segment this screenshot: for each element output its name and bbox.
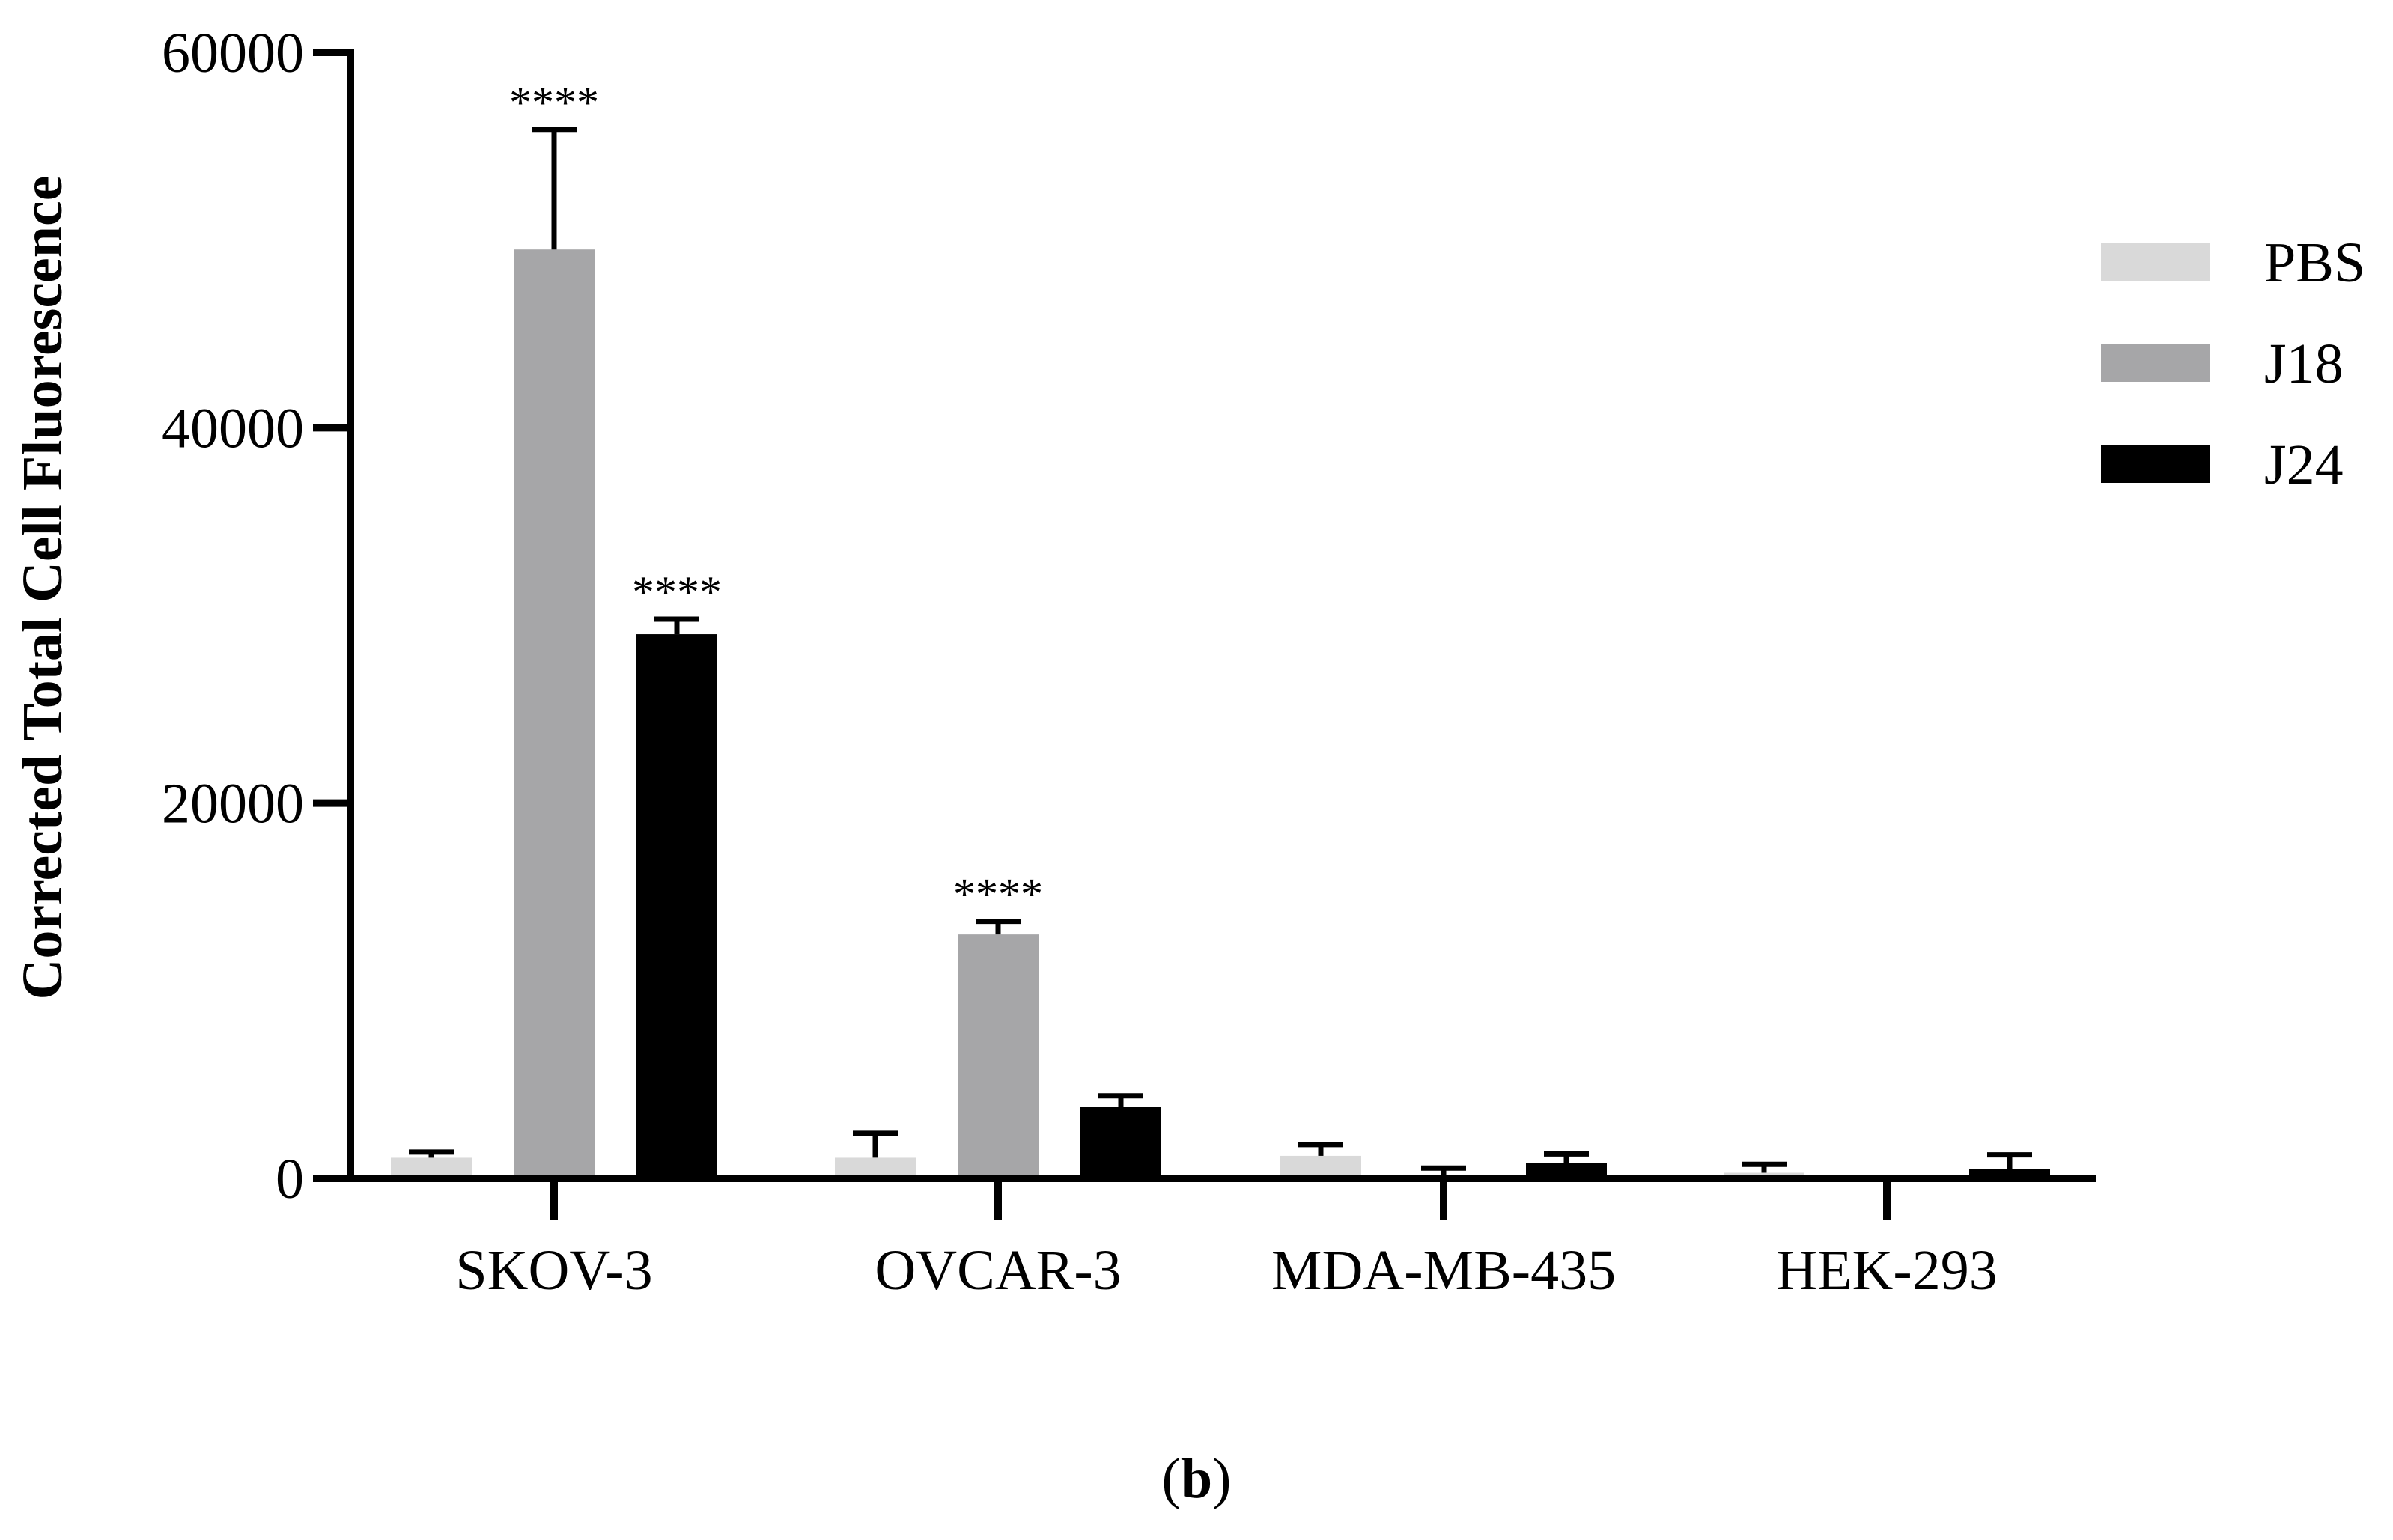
y-tick-label: 40000 xyxy=(162,397,304,460)
legend-swatch-pbs xyxy=(2101,243,2210,281)
legend-swatch-j18 xyxy=(2101,344,2210,382)
significance-marker: **** xyxy=(632,567,722,617)
y-ticks: 0 20000 40000 60000 xyxy=(162,22,350,1211)
legend-label-pbs: PBS xyxy=(2264,231,2365,294)
significance-layer: **** **** **** xyxy=(509,78,1043,919)
x-tick-label: MDA-MB-435 xyxy=(1271,1239,1616,1302)
legend: PBS J18 J24 xyxy=(2101,231,2365,496)
y-axis-label: Corrected Total Cell Fluorescence xyxy=(11,175,74,999)
x-tick-label: SKOV-3 xyxy=(455,1239,652,1302)
significance-marker: **** xyxy=(953,870,1043,919)
x-tick-label: HEK-293 xyxy=(1776,1239,1998,1302)
bar-j24-skov-3 xyxy=(636,634,717,1178)
panel-label-letter: b xyxy=(1181,1447,1212,1510)
bar-j24-mda-mb-435 xyxy=(1526,1163,1607,1178)
y-tick-label: 60000 xyxy=(162,22,304,85)
panel-label-close: ) xyxy=(1212,1447,1231,1510)
legend-swatch-j24 xyxy=(2101,445,2210,483)
error-bars-layer xyxy=(409,127,2032,1175)
bar-j18-skov-3 xyxy=(514,249,595,1179)
significance-marker: **** xyxy=(509,78,599,127)
bar-j24-ovcar-3 xyxy=(1080,1107,1161,1178)
x-ticks: SKOV-3 OVCAR-3 MDA-MB-435 HEK-293 xyxy=(455,1178,1998,1302)
bar-j18-ovcar-3 xyxy=(958,934,1039,1178)
x-tick-label: OVCAR-3 xyxy=(875,1239,1121,1302)
y-tick-label: 0 xyxy=(276,1148,304,1211)
legend-label-j24: J24 xyxy=(2264,433,2344,496)
panel-label: (b) xyxy=(1162,1447,1232,1510)
panel-label-open: ( xyxy=(1162,1447,1181,1510)
y-tick-label: 20000 xyxy=(162,773,304,836)
bar-pbs-mda-mb-435 xyxy=(1280,1155,1361,1178)
bars-layer xyxy=(391,249,2050,1179)
legend-label-j18: J18 xyxy=(2264,332,2344,395)
